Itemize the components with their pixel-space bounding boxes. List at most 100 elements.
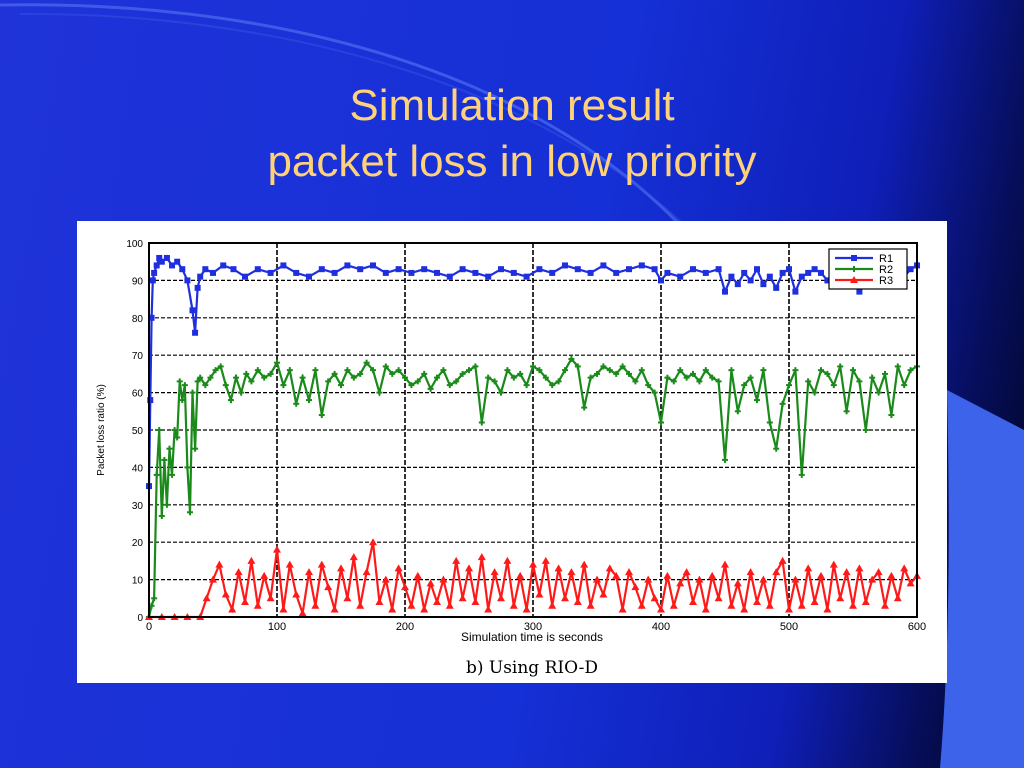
data-point-r3 xyxy=(273,545,281,553)
data-point-r3 xyxy=(650,594,659,602)
data-point-r2 xyxy=(181,382,188,389)
data-point-r2 xyxy=(227,397,234,404)
packet-loss-chart: 0 10 20 30 40 50 60 70 80 90 100 0 100 200 300 400 500 60… xyxy=(96,239,926,678)
data-point-r2 xyxy=(754,397,760,404)
title-line-1: Simulation result xyxy=(349,81,675,130)
data-point-r1 xyxy=(754,266,760,273)
series-r3 xyxy=(145,538,921,620)
data-point-r1 xyxy=(147,397,154,404)
data-point-r3 xyxy=(881,601,889,609)
data-point-r3 xyxy=(573,598,582,606)
data-point-r2 xyxy=(382,363,389,370)
data-point-r2 xyxy=(734,408,741,415)
data-point-r2 xyxy=(888,412,895,419)
data-point-r2 xyxy=(664,374,671,381)
data-point-r1 xyxy=(179,266,186,273)
data-point-r2 xyxy=(862,427,869,433)
x-axis-label: Simulation time is seconds xyxy=(461,630,603,644)
data-point-r3 xyxy=(381,575,390,583)
data-point-r2 xyxy=(843,408,850,415)
data-point-r3 xyxy=(484,605,493,613)
data-point-r1 xyxy=(344,262,351,269)
data-point-r2 xyxy=(658,419,664,426)
data-point-r3 xyxy=(849,601,857,609)
data-point-r2 xyxy=(197,374,204,381)
data-point-r2 xyxy=(176,378,183,385)
data-point-r2 xyxy=(312,367,319,374)
data-point-r2 xyxy=(594,370,600,377)
data-point-r3 xyxy=(561,594,569,602)
data-point-r3 xyxy=(708,571,717,579)
data-point-r1 xyxy=(169,262,176,269)
data-point-r1 xyxy=(587,269,594,276)
data-point-r3 xyxy=(375,598,384,606)
grid-layer xyxy=(149,243,917,617)
data-point-r3 xyxy=(689,598,697,606)
chart-figure: 0 10 20 30 40 50 60 70 80 90 100 0 100 200 300 400 500 60… xyxy=(77,221,947,683)
data-point-r2 xyxy=(421,370,428,377)
data-point-r1 xyxy=(766,273,773,280)
data-point-r2 xyxy=(217,363,224,370)
y-tick-label: 50 xyxy=(132,426,144,437)
data-point-r2 xyxy=(894,363,901,370)
data-point-r2 xyxy=(568,355,575,362)
data-point-r1 xyxy=(536,266,543,273)
legend-marker-r3 xyxy=(850,276,858,283)
data-point-r3 xyxy=(900,564,909,572)
data-point-r2 xyxy=(194,378,201,385)
data-point-r2 xyxy=(248,378,255,385)
data-point-r3 xyxy=(529,560,537,568)
data-point-r3 xyxy=(215,560,224,568)
data-point-r2 xyxy=(189,389,196,396)
data-point-r1 xyxy=(798,273,805,280)
data-point-r2 xyxy=(238,389,245,396)
data-point-r2 xyxy=(651,389,658,396)
data-point-r2 xyxy=(606,367,613,374)
data-point-r3 xyxy=(893,594,902,602)
data-point-r2 xyxy=(670,378,677,385)
data-point-r1 xyxy=(664,269,671,276)
data-point-r3 xyxy=(714,594,723,602)
data-point-r3 xyxy=(746,568,755,576)
data-point-r2 xyxy=(818,367,824,374)
data-point-r2 xyxy=(574,363,581,370)
data-point-r2 xyxy=(824,370,831,377)
data-point-r1 xyxy=(811,266,818,273)
data-point-r3 xyxy=(490,568,499,576)
data-point-r3 xyxy=(401,583,409,591)
data-point-r2 xyxy=(907,367,914,374)
data-point-r1 xyxy=(163,254,170,261)
data-point-r2 xyxy=(192,445,199,452)
data-point-r3 xyxy=(631,583,640,591)
data-point-r2 xyxy=(517,370,524,377)
data-point-r2 xyxy=(408,382,415,389)
data-point-r1 xyxy=(485,273,492,280)
data-point-r2 xyxy=(837,363,844,370)
data-point-r2 xyxy=(222,382,229,389)
data-point-r3 xyxy=(465,564,473,572)
data-point-r3 xyxy=(433,598,441,606)
data-point-r1 xyxy=(818,269,824,276)
data-point-r3 xyxy=(497,594,505,602)
data-point-r3 xyxy=(810,598,819,606)
data-point-r3 xyxy=(452,556,461,564)
data-point-r2 xyxy=(402,374,408,381)
y-tick-label: 10 xyxy=(132,576,144,587)
data-point-r3 xyxy=(733,579,742,587)
data-point-r3 xyxy=(413,571,422,579)
data-point-r3 xyxy=(753,598,761,606)
data-point-r2 xyxy=(619,363,626,370)
data-point-r1 xyxy=(728,273,735,280)
y-tick-label: 30 xyxy=(132,501,144,512)
data-point-r3 xyxy=(349,553,358,561)
data-point-r3 xyxy=(266,594,275,602)
data-point-r1 xyxy=(510,269,517,276)
data-point-r1 xyxy=(734,281,741,288)
data-point-r2 xyxy=(306,397,312,404)
data-point-r2 xyxy=(427,385,434,392)
data-point-r2 xyxy=(485,374,492,381)
data-point-r2 xyxy=(171,427,178,433)
data-point-r1 xyxy=(202,266,209,273)
data-point-r2 xyxy=(163,501,170,508)
data-point-r1 xyxy=(786,266,792,273)
